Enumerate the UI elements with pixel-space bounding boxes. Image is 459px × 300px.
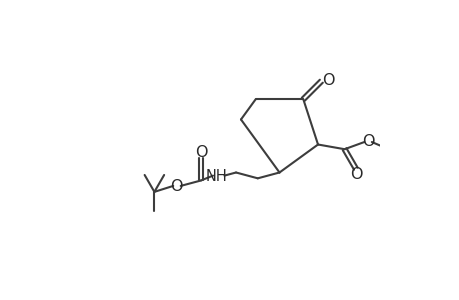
Text: O: O xyxy=(194,145,207,160)
Text: NH: NH xyxy=(206,169,227,184)
Text: O: O xyxy=(362,134,374,148)
Text: O: O xyxy=(169,179,182,194)
Text: O: O xyxy=(321,73,333,88)
Text: O: O xyxy=(350,167,362,182)
